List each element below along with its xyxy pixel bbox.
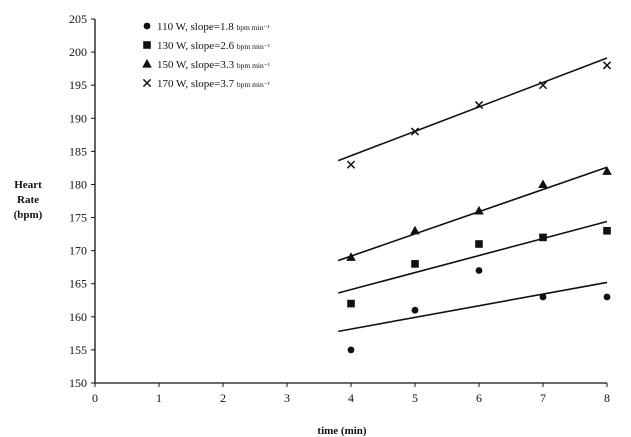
data-point-square xyxy=(475,240,483,248)
data-point-triangle xyxy=(346,252,356,261)
data-point-square xyxy=(347,299,355,308)
y-tick-label: 200 xyxy=(69,45,87,59)
y-axis-label-line-3: (bpm) xyxy=(13,209,43,221)
fit-line-square xyxy=(337,220,608,294)
legend-entry: 170 W, slope=3.7 bpm min⁻¹ xyxy=(157,78,270,90)
y-tick-label: 150 xyxy=(69,376,87,390)
y-axis-label: Heart Rate (bpm) xyxy=(6,178,50,223)
x-axis-label: time (min) xyxy=(317,425,367,437)
x-tick-label: 7 xyxy=(540,391,546,405)
legend-entry: 130 W, slope=2.6 bpm min⁻¹ xyxy=(157,40,270,52)
y-axis-label-line-2: Rate xyxy=(17,194,39,206)
data-point-circle xyxy=(603,293,611,301)
fit-line-x xyxy=(337,57,608,162)
y-tick-label: 205 xyxy=(69,12,87,26)
x-tick-label: 0 xyxy=(92,391,98,405)
data-point-circle xyxy=(539,293,547,301)
data-point-triangle xyxy=(538,179,548,189)
legend-entry: 150 W, slope=3.3 bpm min⁻¹ xyxy=(157,59,270,71)
x-tick-label: 8 xyxy=(604,391,610,405)
legend-marker-triangle xyxy=(142,59,152,68)
data-point-circle xyxy=(411,306,419,314)
x-tick-label: 6 xyxy=(476,391,482,405)
data-point-x xyxy=(346,160,356,169)
data-point-x xyxy=(602,61,612,70)
x-tick-label: 3 xyxy=(284,391,290,405)
data-point-circle xyxy=(475,267,483,274)
fit-line-circle xyxy=(338,281,608,333)
y-tick-label: 190 xyxy=(69,111,87,125)
data-point-x xyxy=(410,127,420,136)
y-tick-label: 175 xyxy=(69,211,87,225)
data-point-circle xyxy=(347,346,355,354)
fit-line-triangle xyxy=(337,166,608,262)
data-point-triangle xyxy=(474,205,484,215)
data-point-triangle xyxy=(410,225,420,235)
x-tick-label: 5 xyxy=(412,391,418,405)
y-tick-label: 170 xyxy=(69,244,87,258)
y-tick-label: 195 xyxy=(69,78,87,92)
data-point-x xyxy=(474,100,484,110)
y-tick-label: 180 xyxy=(69,177,87,191)
y-tick-label: 185 xyxy=(69,144,87,158)
legend-entry: 110 W, slope=1.8 bpm min⁻¹ xyxy=(157,21,270,33)
y-axis-label-line-1: Heart xyxy=(14,179,42,191)
data-point-x xyxy=(538,81,548,90)
data-point-square xyxy=(539,233,547,242)
data-point-square xyxy=(411,260,419,268)
data-point-square xyxy=(603,226,611,235)
y-tick-label: 165 xyxy=(69,277,87,291)
data-point-triangle xyxy=(602,166,612,175)
y-tick-label: 155 xyxy=(69,343,87,357)
legend-marker-circle xyxy=(143,22,151,30)
y-tick-label: 160 xyxy=(69,310,87,324)
x-tick-label: 1 xyxy=(156,391,162,405)
x-tick-label: 2 xyxy=(220,391,226,405)
x-tick-label: 4 xyxy=(348,391,354,405)
legend-marker-x xyxy=(142,78,152,88)
legend-marker-square xyxy=(143,41,151,49)
